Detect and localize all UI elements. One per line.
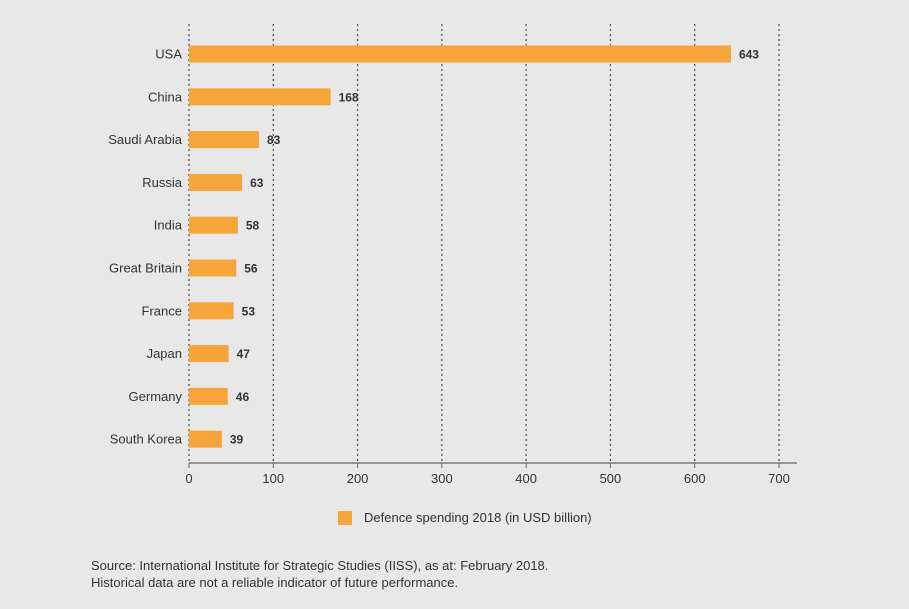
category-label: Russia — [142, 175, 183, 190]
value-label: 47 — [237, 347, 251, 361]
bar — [189, 345, 229, 363]
bar — [189, 430, 222, 448]
category-label: USA — [155, 47, 182, 62]
x-tick-label: 100 — [262, 471, 284, 486]
category-label: Great Britain — [109, 261, 182, 276]
source-note: Source: International Institute for Stra… — [91, 557, 548, 591]
bar — [189, 302, 234, 320]
value-label: 53 — [242, 304, 256, 318]
bar — [189, 216, 238, 234]
value-labels: 643 168 83 63 58 56 53 47 46 39 — [230, 48, 759, 447]
category-label: China — [148, 89, 183, 104]
bar — [189, 173, 243, 191]
category-label: Saudi Arabia — [108, 132, 182, 147]
category-label: Japan — [147, 346, 182, 361]
category-label: France — [142, 303, 182, 318]
value-label: 39 — [230, 433, 244, 447]
x-tick-label: 200 — [347, 471, 369, 486]
category-label: South Korea — [110, 432, 183, 447]
value-label: 58 — [246, 219, 260, 233]
category-label: India — [154, 218, 183, 233]
bar — [189, 45, 731, 63]
value-label: 83 — [267, 133, 281, 147]
bar — [189, 387, 228, 405]
value-label: 63 — [250, 176, 264, 190]
x-tick-label: 600 — [684, 471, 706, 486]
x-tick-label: 500 — [600, 471, 622, 486]
bars-layer — [189, 45, 731, 448]
x-tick-label: 400 — [515, 471, 537, 486]
disclaimer-line: Historical data are not a reliable indic… — [91, 575, 459, 590]
legend: Defence spending 2018 (in USD billion) — [338, 510, 592, 525]
x-tick-label: 0 — [185, 471, 192, 486]
category-labels: USA China Saudi Arabia Russia India Great Bri… — [108, 47, 183, 447]
value-label: 643 — [739, 48, 759, 62]
bar — [189, 88, 331, 106]
source-line: Source: International Institute for Stra… — [91, 558, 549, 573]
value-label: 56 — [244, 262, 258, 276]
value-label: 46 — [236, 390, 250, 404]
bar — [189, 131, 259, 149]
value-label: 168 — [339, 90, 359, 104]
x-tick-label: 700 — [768, 471, 790, 486]
legend-label: Defence spending 2018 (in USD billion) — [364, 510, 592, 525]
legend-swatch — [338, 510, 352, 525]
bar — [189, 259, 237, 277]
category-label: Germany — [129, 389, 183, 404]
x-tick-label: 300 — [431, 471, 453, 486]
x-axis: 0 100 200 300 400 500 600 700 — [185, 462, 797, 486]
